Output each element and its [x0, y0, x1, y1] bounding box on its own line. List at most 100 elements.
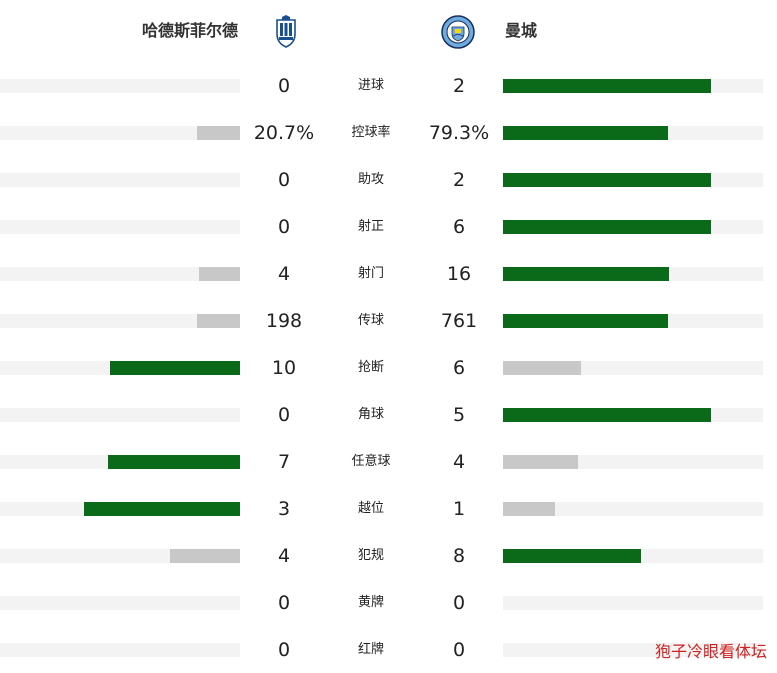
- away-bar-track: [503, 643, 763, 657]
- home-bar-track: [0, 549, 240, 563]
- huddersfield-crest-icon: [276, 15, 296, 48]
- home-bar-track: [0, 596, 240, 610]
- stat-row: 4 射门 16: [0, 250, 777, 297]
- stat-row: 0 红牌 0: [0, 626, 777, 673]
- stat-row: 0 助攻 2: [0, 156, 777, 203]
- away-bar-track: [503, 126, 763, 140]
- away-bar-track: [503, 549, 763, 563]
- away-bar-fill: [503, 408, 711, 422]
- away-stat-value: 2: [452, 75, 466, 97]
- home-bar-fill: [108, 455, 240, 469]
- home-stat-value: 7: [277, 451, 291, 473]
- stat-row: 0 进球 2: [0, 62, 777, 109]
- home-bar-fill: [199, 267, 240, 281]
- away-stat-value: 6: [452, 357, 466, 379]
- home-bar-track: [0, 502, 240, 516]
- away-team-name: 曼城: [505, 21, 538, 40]
- home-bar-fill: [197, 314, 240, 328]
- home-bar-track: [0, 267, 240, 281]
- away-bar-fill: [503, 267, 669, 281]
- home-stat-value: 20.7%: [253, 122, 315, 144]
- away-bar-fill: [503, 361, 581, 375]
- home-stat-value: 0: [277, 592, 291, 614]
- home-bar-fill: [197, 126, 240, 140]
- stat-label: 抢断: [357, 360, 384, 375]
- stat-row: 7 任意球 4: [0, 438, 777, 485]
- away-bar-fill: [503, 314, 668, 328]
- stat-label: 红牌: [357, 642, 384, 657]
- home-bar-fill: [84, 502, 240, 516]
- stat-row: 0 黄牌 0: [0, 579, 777, 626]
- stat-label: 传球: [357, 313, 384, 328]
- home-stat-value: 0: [277, 639, 291, 661]
- away-bar-track: [503, 79, 763, 93]
- watermark: 狍子冷眼看体坛: [654, 642, 767, 661]
- away-stat-value: 0: [452, 592, 466, 614]
- stat-label: 黄牌: [357, 595, 384, 610]
- away-stat-value: 0: [452, 639, 466, 661]
- stat-row: 198 传球 761: [0, 297, 777, 344]
- away-bar-track: [503, 408, 763, 422]
- stat-row: 20.7% 控球率 79.3%: [0, 109, 777, 156]
- home-stat-value: 198: [265, 310, 303, 332]
- away-stat-value: 16: [446, 263, 472, 285]
- away-bar-fill: [503, 502, 555, 516]
- home-bar-fill: [110, 361, 240, 375]
- away-bar-fill: [503, 173, 711, 187]
- away-bar-fill: [503, 455, 578, 469]
- stat-row: 4 犯规 8: [0, 532, 777, 579]
- manchester-city-crest-icon: [441, 15, 475, 49]
- away-bar-track: [503, 220, 763, 234]
- stat-label: 射门: [357, 266, 384, 281]
- stat-label: 进球: [357, 78, 384, 93]
- away-bar-track: [503, 502, 763, 516]
- away-stat-value: 6: [452, 216, 466, 238]
- stats-list: 0 进球 2 20.7% 控球率 79.3% 0 助攻 2 0 射正 6 4 射门 16 198 传球 7 6 1 10…: [0, 62, 777, 673]
- stat-label: 任意球: [351, 454, 391, 469]
- home-bar-track: [0, 643, 240, 657]
- home-stat-value: 0: [277, 75, 291, 97]
- home-stat-value: 4: [277, 545, 291, 567]
- home-bar-track: [0, 220, 240, 234]
- stat-label: 越位: [357, 501, 384, 516]
- home-bar-track: [0, 361, 240, 375]
- away-bar-track: [503, 173, 763, 187]
- away-stat-value: 1: [452, 498, 466, 520]
- stat-row: 0 角球 5: [0, 391, 777, 438]
- stat-row: 10 抢断 6: [0, 344, 777, 391]
- away-stat-value: 4: [452, 451, 466, 473]
- stat-row: 3 越位 1: [0, 485, 777, 532]
- away-bar-track: [503, 267, 763, 281]
- home-stat-value: 4: [277, 263, 291, 285]
- home-bar-track: [0, 314, 240, 328]
- home-stat-value: 0: [277, 404, 291, 426]
- stat-label: 射正: [357, 219, 384, 234]
- home-stat-value: 0: [277, 216, 291, 238]
- away-bar-fill: [503, 126, 668, 140]
- away-stat-value: 8: [452, 545, 466, 567]
- home-bar-track: [0, 173, 240, 187]
- home-bar-track: [0, 126, 240, 140]
- away-bar-track: [503, 361, 763, 375]
- match-header: 哈德斯菲尔德 曼城: [0, 0, 777, 62]
- away-stat-value: 5: [452, 404, 466, 426]
- home-stat-value: 3: [277, 498, 291, 520]
- away-bar-fill: [503, 549, 641, 563]
- home-team-name: 哈德斯菲尔德: [141, 21, 238, 40]
- stat-label: 犯规: [357, 548, 384, 563]
- home-stat-value: 10: [271, 357, 297, 379]
- home-bar-track: [0, 408, 240, 422]
- away-bar-track: [503, 455, 763, 469]
- stat-label: 助攻: [357, 172, 384, 187]
- away-bar-fill: [503, 79, 711, 93]
- away-bar-fill: [503, 220, 711, 234]
- stat-label: 控球率: [351, 125, 391, 140]
- away-stat-value: 2: [452, 169, 466, 191]
- home-stat-value: 0: [277, 169, 291, 191]
- home-bar-fill: [170, 549, 240, 563]
- stat-label: 角球: [357, 407, 384, 422]
- away-bar-track: [503, 314, 763, 328]
- stat-row: 0 射正 6: [0, 203, 777, 250]
- away-stat-value: 79.3%: [428, 122, 490, 144]
- away-bar-track: [503, 596, 763, 610]
